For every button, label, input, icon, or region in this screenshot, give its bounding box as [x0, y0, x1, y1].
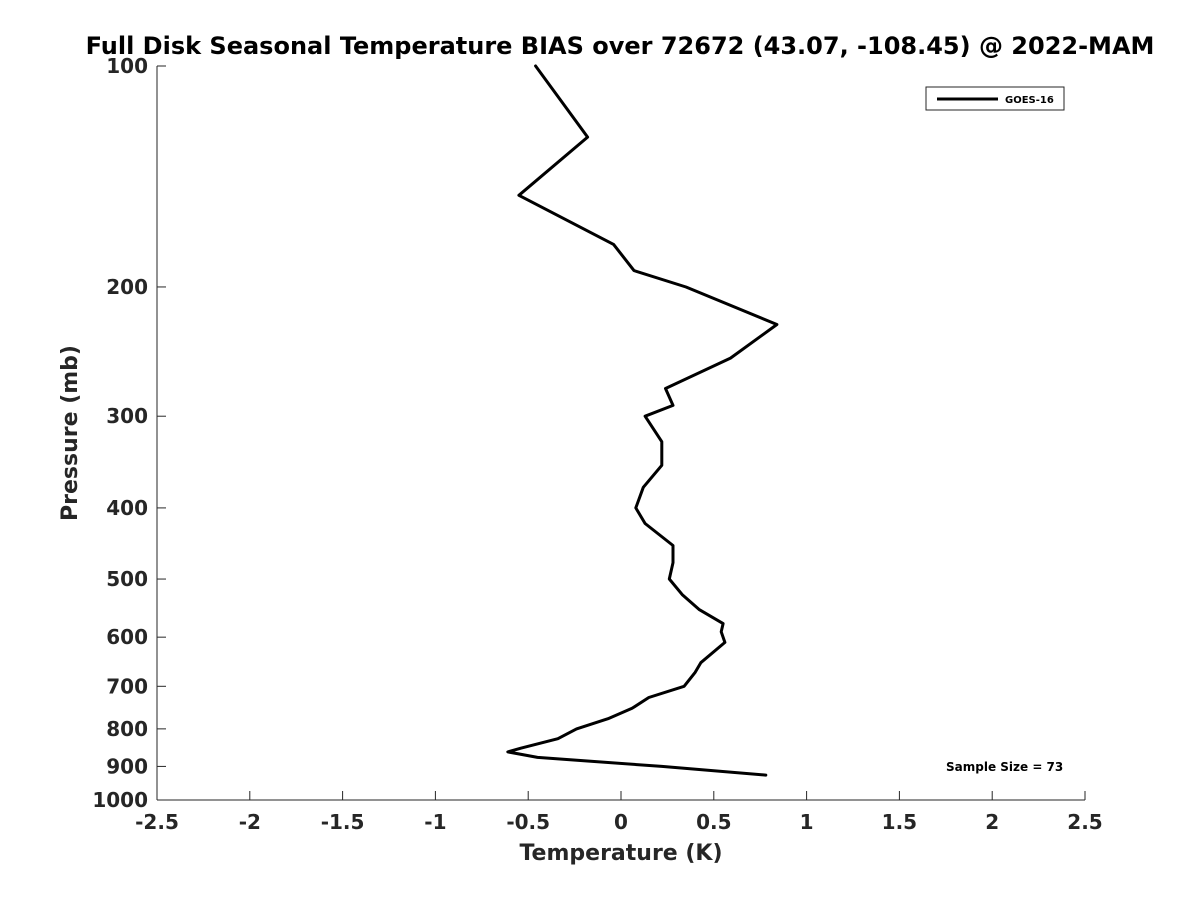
x-axis-label: Temperature (K): [519, 841, 722, 866]
x-tick-label: -1.5: [321, 810, 365, 834]
y-tick-label: 500: [106, 567, 148, 591]
sample-size-annotation: Sample Size = 73: [946, 760, 1063, 774]
x-tick-label: 0.5: [696, 810, 731, 834]
y-tick-label: 300: [106, 404, 148, 428]
y-axis-label: Pressure (mb): [58, 345, 83, 521]
x-tick-label: 1.5: [882, 810, 917, 834]
x-tick-label: -0.5: [506, 810, 550, 834]
x-tick-label: 0: [614, 810, 628, 834]
x-ticks: -2.5 -2 -1.5 -1 -0.5 0 0.5 1 1.5 2 2.5: [135, 791, 1103, 834]
series-layer: [506, 64, 779, 777]
y-ticks: 100 200 300 400 500 600 700 800 900 1000: [92, 54, 166, 812]
chart-title: Full Disk Seasonal Temperature BIAS over…: [86, 32, 1155, 60]
y-tick-label: 100: [106, 54, 148, 78]
y-tick-label: 600: [106, 625, 148, 649]
series-line-goes-16: [506, 64, 779, 777]
x-tick-label: 1: [800, 810, 814, 834]
legend-label-goes-16: GOES-16: [1005, 95, 1054, 106]
x-tick-label: -2: [239, 810, 261, 834]
x-tick-label: -2.5: [135, 810, 179, 834]
y-tick-label: 1000: [92, 788, 148, 812]
y-tick-label: 700: [106, 674, 148, 698]
x-tick-label: 2: [985, 810, 999, 834]
y-tick-label: 800: [106, 717, 148, 741]
y-tick-label: 400: [106, 496, 148, 520]
y-tick-label: 200: [106, 275, 148, 299]
y-tick-label: 900: [106, 754, 148, 778]
legend: GOES-16: [925, 86, 1065, 111]
x-tick-label: 2.5: [1067, 810, 1102, 834]
x-tick-label: -1: [424, 810, 446, 834]
